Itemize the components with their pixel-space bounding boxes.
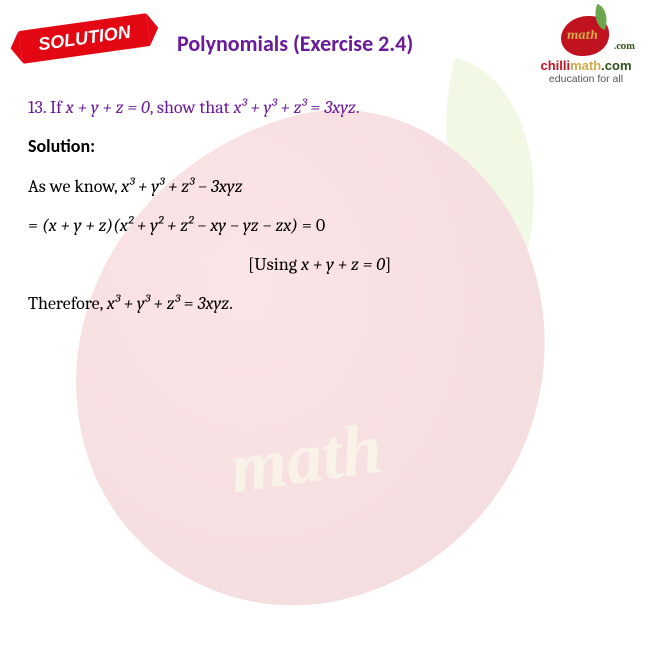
- page-header: SOLUTION Polynomials (Exercise 2.4) math…: [0, 0, 660, 67]
- solution-line-3: [Using x + y + z = 0]: [28, 248, 632, 281]
- solution-badge: SOLUTION: [18, 13, 150, 64]
- line3-close: ]: [385, 254, 391, 275]
- problem-middle: , show that: [150, 97, 234, 118]
- logo-com-text: .com: [614, 40, 635, 52]
- line1-prefix: As we know,: [28, 176, 121, 197]
- line4-end: .: [229, 293, 233, 314]
- line4-eq: =: [180, 293, 198, 314]
- line4-lhs: x³ + y³ + z³: [107, 293, 180, 314]
- line2-factor2: (x² + y² + z² − xy − yz − zx): [113, 215, 298, 236]
- solution-line-2: = (x + y + z)(x² + y² + z² − xy − yz − z…: [28, 209, 632, 242]
- line3-open: [Using: [248, 254, 301, 275]
- problem-condition: x + y + z = 0: [66, 97, 150, 118]
- problem-end: .: [356, 97, 360, 118]
- problem-claim-lhs: x³ + y³ + z³: [233, 97, 306, 118]
- line1-expr: x³ + y³ + z³ − 3xyz: [121, 176, 242, 197]
- solution-label: Solution:: [28, 130, 632, 163]
- line4-prefix: Therefore,: [28, 293, 107, 314]
- page-title: Polynomials (Exercise 2.4): [177, 30, 413, 57]
- solution-line-4: Therefore, x³ + y³ + z³ = 3xyz.: [28, 287, 632, 320]
- problem-prefix: If: [50, 97, 66, 118]
- problem-claim-rhs: 3xyz: [324, 97, 355, 118]
- watermark-text: math: [225, 407, 387, 510]
- logo-math-text: math: [567, 28, 598, 43]
- logo-chili-icon: math .com: [559, 10, 613, 56]
- problem-claim-eq: =: [306, 97, 324, 118]
- line3-expr: x + y + z = 0: [301, 254, 385, 275]
- problem-statement: 13. If x + y + z = 0, show that x³ + y³ …: [28, 91, 632, 124]
- line2-result: = 0: [298, 215, 325, 236]
- problem-number: 13.: [28, 97, 46, 118]
- line4-rhs: 3xyz: [198, 293, 229, 314]
- line2-prefix: =: [28, 215, 42, 236]
- solution-line-1: As we know, x³ + y³ + z³ − 3xyz: [28, 170, 632, 203]
- line2-factor1: (x + y + z): [42, 215, 113, 236]
- content-body: 13. If x + y + z = 0, show that x³ + y³ …: [0, 67, 660, 321]
